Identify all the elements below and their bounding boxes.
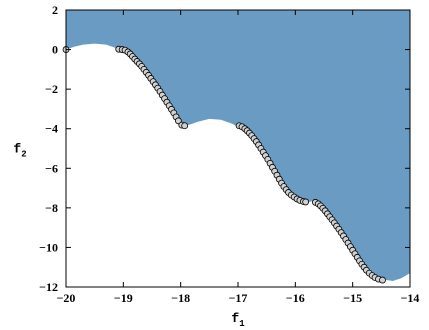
y-axis: −12 −10 −8 −6 −4 −2 0 2 [39,3,410,294]
x-tick-label: −17 [229,291,248,305]
y-tick-label: −12 [39,280,58,294]
x-tick-label: −16 [286,291,305,305]
y-tick-label: −4 [45,122,58,136]
x-tick-label: −14 [401,291,420,305]
y-tick-label: −8 [45,201,58,215]
y-axis-label-subscript: 2 [21,150,26,160]
x-axis-label-main: f [231,311,239,326]
x-axis: −20 −19 −18 −17 −16 −15 −14 [57,10,420,305]
x-tick-label: −19 [114,291,133,305]
y-axis-label: f2 [13,142,26,160]
data-point [174,117,182,125]
y-tick-label: −2 [45,82,58,96]
y-tick-label: 0 [52,43,58,57]
x-axis-label-subscript: 1 [239,319,245,329]
x-tick-label: −20 [57,291,76,305]
data-point [181,122,189,130]
data-point [302,198,310,206]
y-tick-label: 2 [52,3,58,17]
x-tick-label: −15 [343,291,362,305]
y-tick-label: −10 [39,240,58,254]
y-tick-label: −6 [45,161,58,175]
plot-area [62,10,410,284]
data-point [379,276,386,284]
x-axis-label: f1 [231,311,245,329]
x-tick-label: −18 [171,291,190,305]
y-axis-label-main: f [13,142,21,157]
